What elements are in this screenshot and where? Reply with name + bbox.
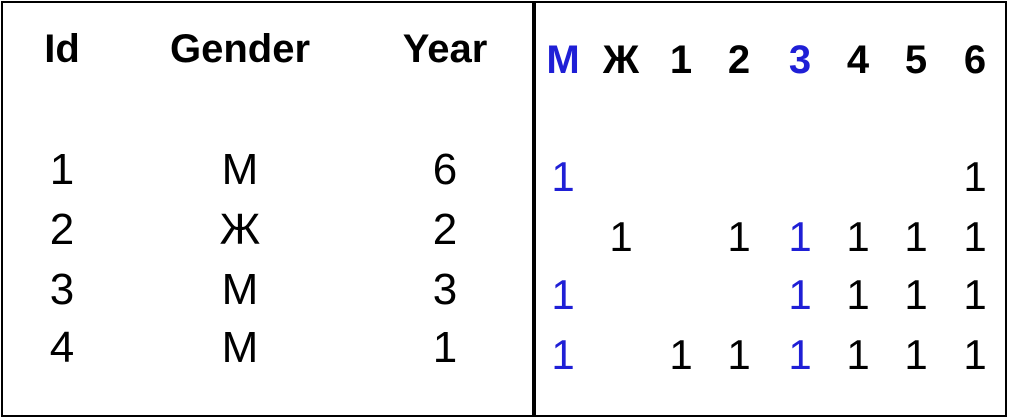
- onehot-cell-r2-c6: 1: [846, 213, 870, 260]
- onehot-cell-r3-c8: 1: [963, 271, 987, 318]
- cell-id-2: 2: [49, 205, 75, 254]
- table-divider: [532, 2, 536, 416]
- onehot-cell-r1-c8: 1: [963, 153, 987, 200]
- column-header-year: Year: [402, 27, 488, 71]
- onehot-cell-r2-c8: 1: [963, 213, 987, 260]
- onehot-cell-r4-c4: 1: [727, 331, 751, 378]
- onehot-cell-r4-c5: 1: [788, 331, 812, 378]
- cell-year-4: 1: [432, 323, 458, 372]
- cell-year-1: 6: [432, 145, 458, 194]
- onehot-header-7: 5: [904, 38, 928, 82]
- onehot-header-1: М: [546, 38, 580, 82]
- onehot-cell-r4-c7: 1: [904, 331, 928, 378]
- onehot-header-5: 3: [788, 38, 812, 82]
- cell-gender-4: М: [221, 323, 259, 372]
- cell-id-4: 4: [49, 323, 75, 372]
- onehot-cell-r2-c7: 1: [904, 213, 928, 260]
- cell-year-3: 3: [432, 265, 458, 314]
- onehot-cell-r2-c2: 1: [609, 213, 633, 260]
- onehot-cell-r4-c6: 1: [846, 331, 870, 378]
- cell-gender-3: М: [221, 265, 259, 314]
- onehot-cell-r3-c1: 1: [551, 271, 575, 318]
- onehot-cell-r2-c4: 1: [727, 213, 751, 260]
- cell-gender-1: М: [221, 145, 259, 194]
- onehot-header-2: Ж: [602, 38, 640, 82]
- onehot-header-3: 1: [669, 38, 693, 82]
- cell-id-1: 1: [49, 145, 75, 194]
- onehot-cell-r4-c3: 1: [669, 331, 693, 378]
- onehot-header-8: 6: [963, 38, 987, 82]
- column-header-gender: Gender: [169, 27, 311, 71]
- onehot-cell-r3-c7: 1: [904, 271, 928, 318]
- onehot-cell-r3-c6: 1: [846, 271, 870, 318]
- cell-year-2: 2: [432, 205, 458, 254]
- cell-gender-2: Ж: [219, 205, 261, 254]
- onehot-header-6: 4: [846, 38, 870, 82]
- onehot-cell-r2-c5: 1: [788, 213, 812, 260]
- column-header-id: Id: [44, 27, 80, 71]
- cell-id-3: 3: [49, 265, 75, 314]
- onehot-cell-r3-c5: 1: [788, 271, 812, 318]
- onehot-cell-r4-c1: 1: [551, 331, 575, 378]
- onehot-header-4: 2: [727, 38, 751, 82]
- onehot-cell-r4-c8: 1: [963, 331, 987, 378]
- onehot-cell-r1-c1: 1: [551, 153, 575, 200]
